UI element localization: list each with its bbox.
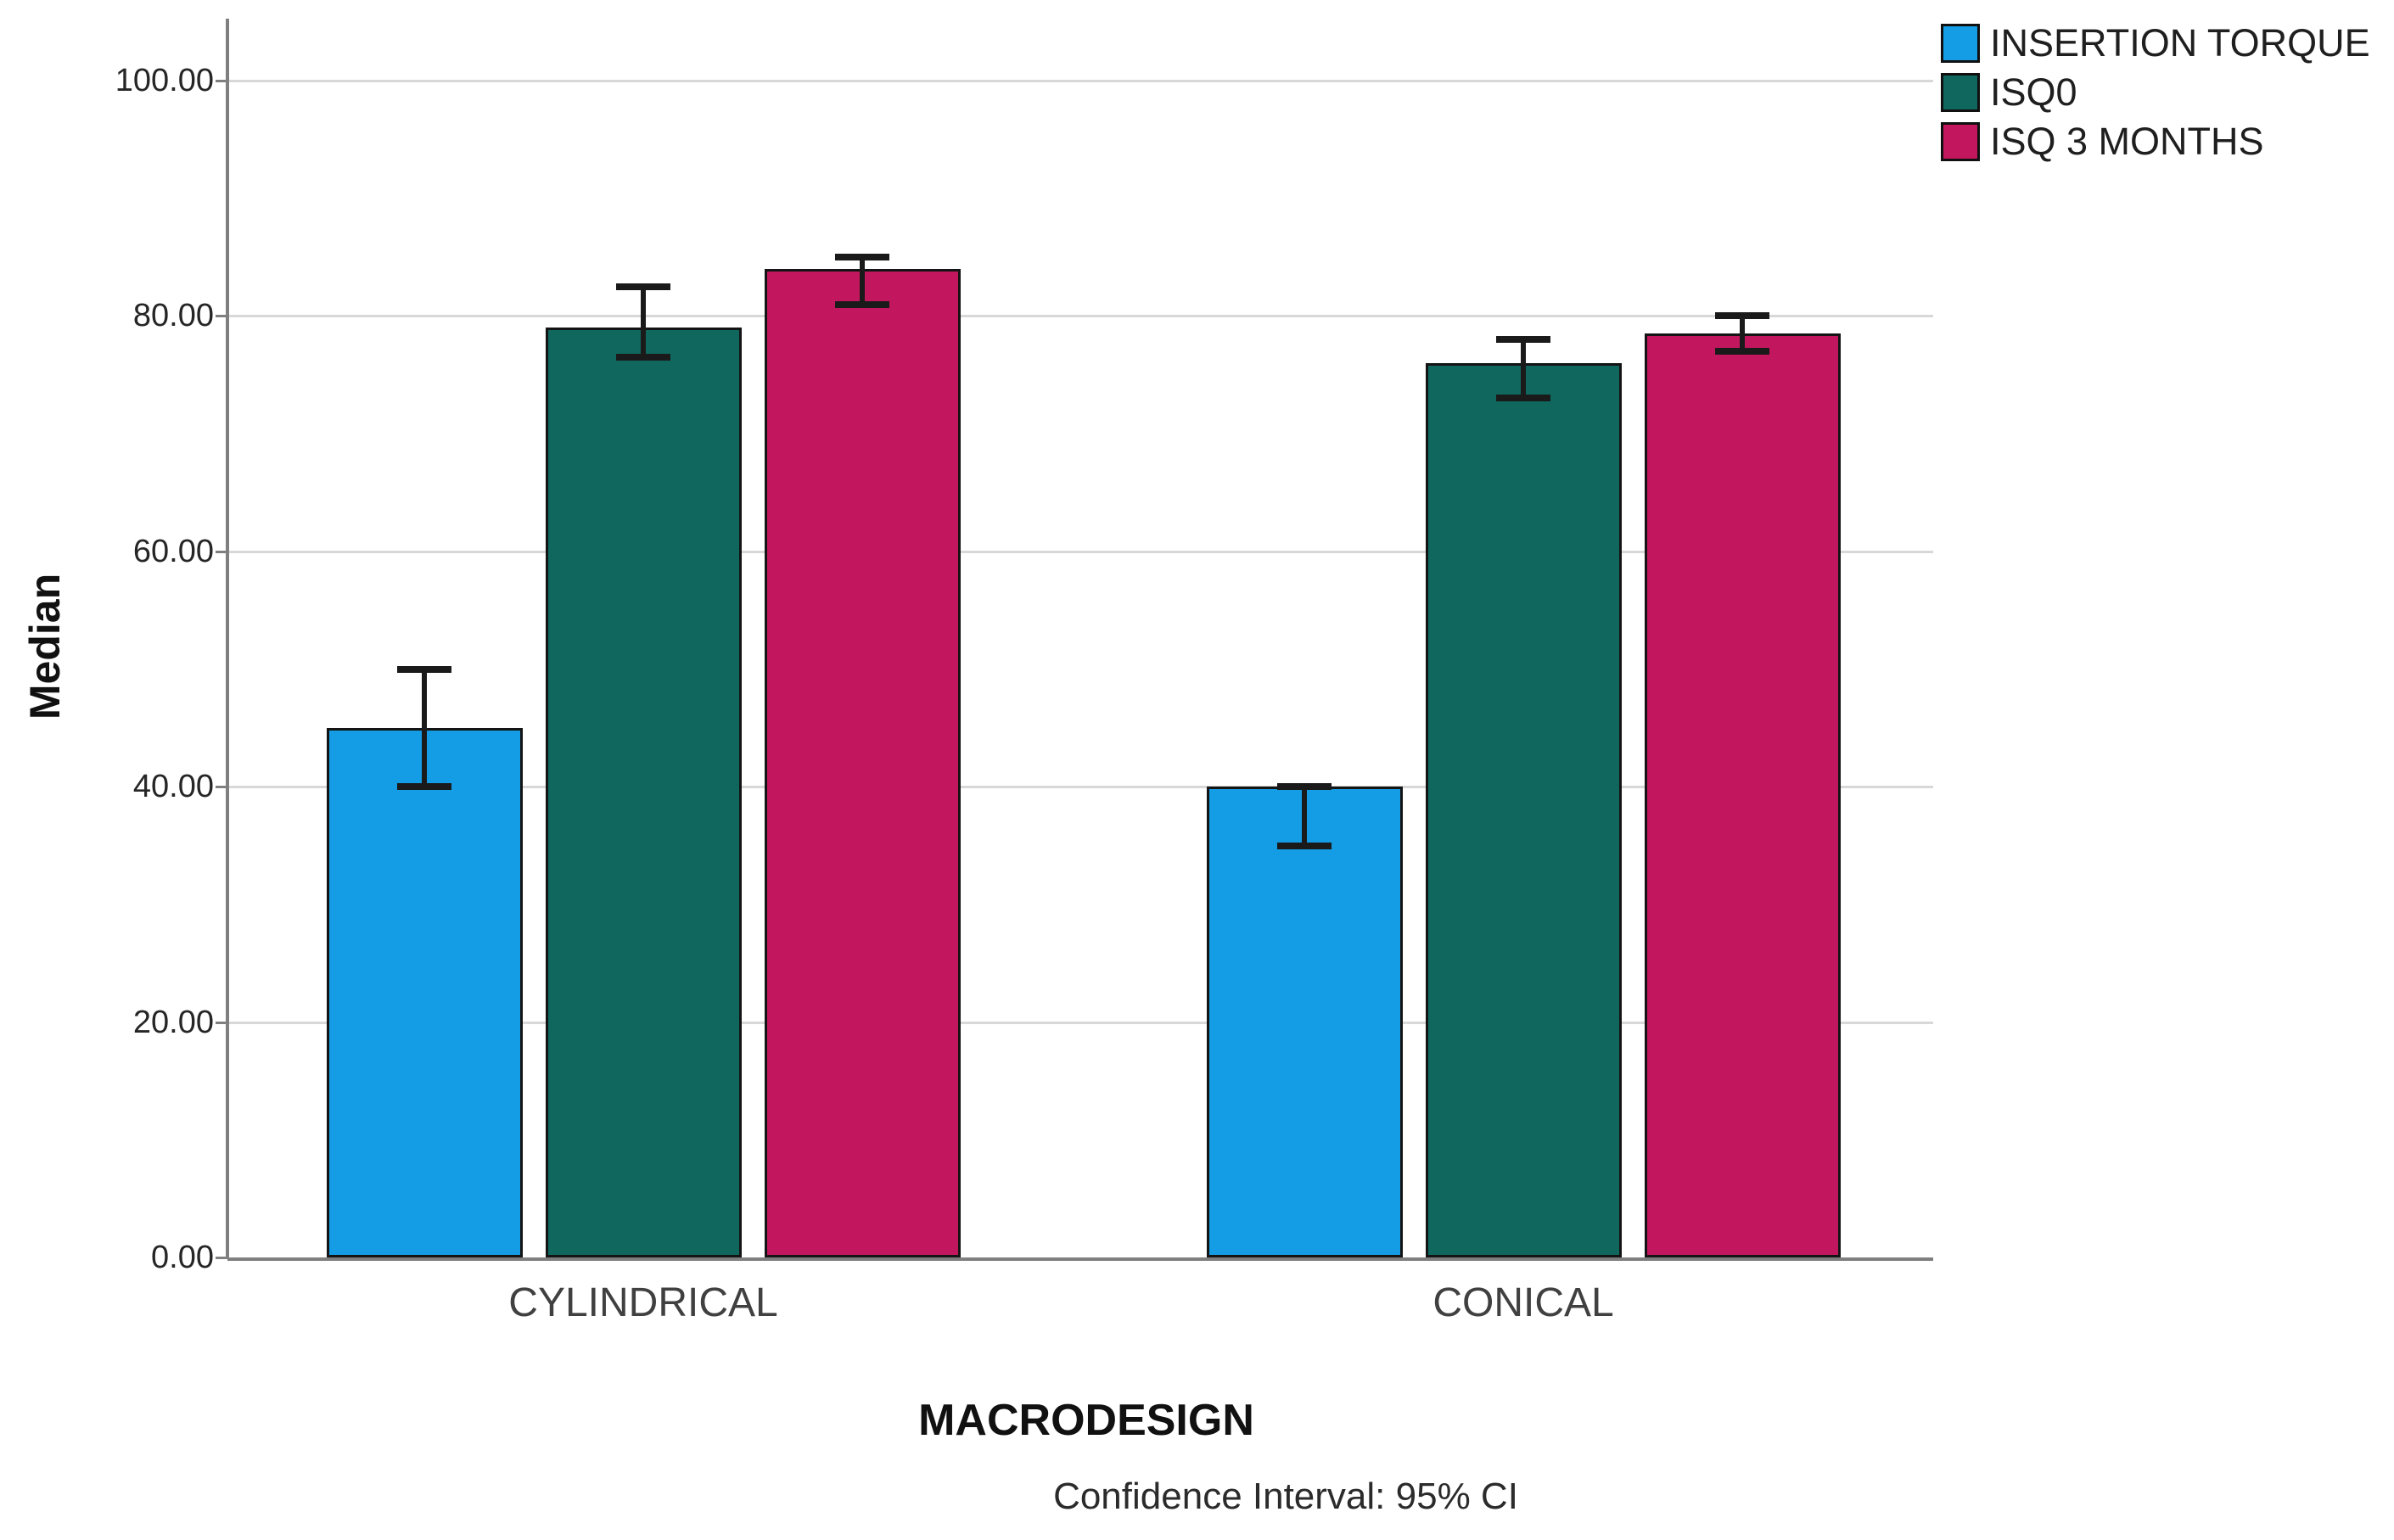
error-bar-cap [1496,395,1550,402]
y-tick-mark [216,550,229,553]
y-tick-mark [216,1257,229,1259]
bar [326,727,523,1257]
error-bar-cap [1277,783,1332,791]
bar [545,328,742,1257]
error-bar-cap [397,665,451,673]
category-label: CYLINDRICAL [508,1280,778,1325]
x-axis-title: MACRODESIGN [918,1396,1254,1445]
bar [764,268,961,1257]
error-bar-whisker [1521,339,1526,399]
confidence-interval-caption: Confidence Interval: 95% CI [1053,1476,1518,1517]
y-tick-label: 60.00 [132,533,214,569]
bar [1644,333,1841,1257]
error-bar-cap [835,300,889,308]
error-bar-whisker [1302,787,1307,846]
legend-swatch [1941,24,1980,63]
error-bar-cap [1277,842,1332,849]
error-bar-cap [397,783,451,791]
y-tick-label: 100.00 [115,63,214,98]
error-bar-cap [835,254,889,261]
gridline [227,550,1933,553]
legend-swatch [1941,73,1980,112]
error-bar-cap [1715,348,1769,355]
legend-label: INSERTION TORQUE [1990,21,2370,64]
error-bar-cap [1715,312,1769,320]
legend-swatch [1941,122,1980,161]
error-bar-cap [616,283,670,290]
y-tick-mark [216,80,229,82]
legend-item: ISQ 3 MONTHS [1941,122,2264,161]
gridline [227,80,1933,82]
bar [1425,362,1622,1257]
gridline [227,1021,1933,1024]
x-axis-line [227,1257,1933,1261]
y-tick-mark [216,786,229,789]
category-label: CONICAL [1432,1280,1614,1325]
legend-item: INSERTION TORQUE [1941,24,2370,63]
y-tick-mark [216,315,229,318]
y-axis-title: Median [21,573,69,720]
error-bar-whisker [1740,316,1745,351]
legend-label: ISQ 3 MONTHS [1990,120,2264,163]
y-tick-label: 20.00 [132,1004,214,1040]
gridline [227,786,1933,789]
y-tick-label: 80.00 [132,298,214,334]
y-tick-label: 40.00 [132,769,214,805]
error-bar-whisker [860,257,865,305]
error-bar-whisker [422,669,427,787]
y-tick-label: 0.00 [151,1240,214,1275]
bar [1206,787,1403,1257]
y-tick-mark [216,1021,229,1024]
y-axis-line [226,19,229,1257]
error-bar-whisker [641,286,646,357]
error-bar-cap [616,353,670,361]
legend-item: ISQ0 [1941,73,2077,112]
error-bar-cap [1496,336,1550,344]
legend-label: ISQ0 [1990,70,2077,114]
gridline [227,315,1933,318]
